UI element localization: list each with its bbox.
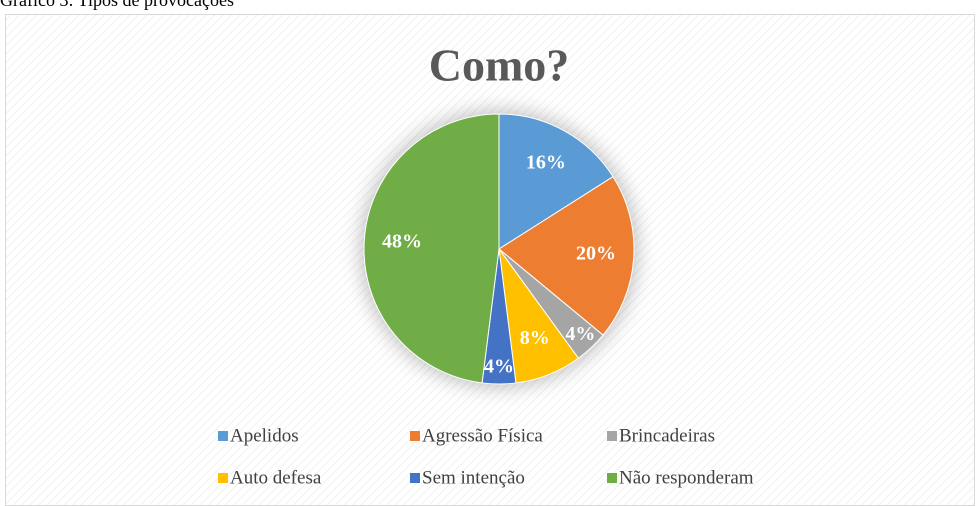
data-label: 48% <box>382 230 422 252</box>
data-label: 4% <box>484 355 514 377</box>
data-label: 20% <box>576 243 616 265</box>
pie-slice <box>498 113 614 250</box>
legend-swatch <box>410 473 420 483</box>
legend-swatch <box>607 431 617 441</box>
legend-swatch <box>607 473 617 483</box>
data-label: 4% <box>565 323 595 345</box>
legend-label: Apelidos <box>230 425 299 446</box>
legend-label: Sem intenção <box>422 467 525 488</box>
legend-swatch <box>218 431 228 441</box>
data-label: 8% <box>520 327 550 349</box>
legend-label: Brincadeiras <box>619 425 715 446</box>
pie-slice <box>498 175 635 336</box>
legend-swatch <box>218 473 228 483</box>
legend-label: Não responderam <box>619 467 754 488</box>
legend-label: Auto defesa <box>230 467 322 488</box>
pie-slice <box>363 113 500 384</box>
chart-title: Como? <box>429 40 570 91</box>
legend-label: Agressão Física <box>422 425 543 446</box>
caption: Gráfico 3: Tipos de provocações <box>0 0 234 10</box>
legend-swatch <box>410 431 420 441</box>
data-label: 16% <box>526 151 566 173</box>
